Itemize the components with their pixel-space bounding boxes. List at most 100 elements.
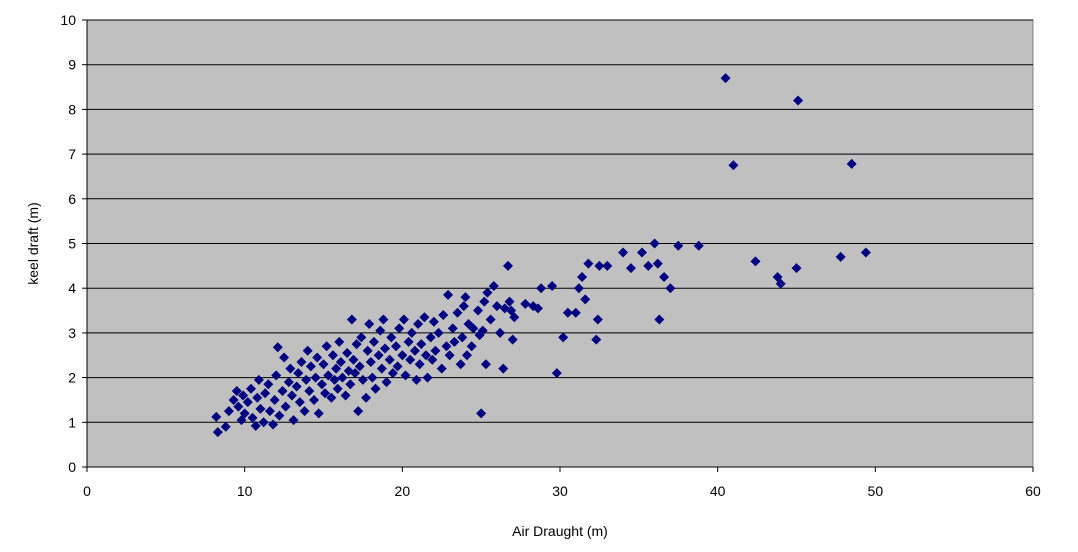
gridlines: [87, 19, 1033, 423]
data-point: [260, 388, 271, 399]
data-point: [312, 352, 323, 363]
data-point: [361, 392, 372, 403]
data-point: [323, 370, 334, 381]
data-point: [558, 332, 569, 343]
data-point: [264, 406, 275, 417]
data-point: [438, 310, 449, 321]
data-point: [296, 356, 307, 367]
data-point: [400, 370, 411, 381]
data-point: [392, 361, 403, 372]
data-point: [387, 368, 398, 379]
data-point: [326, 392, 337, 403]
data-point: [220, 421, 231, 432]
data-point: [348, 354, 359, 365]
data-point: [728, 160, 739, 171]
data-point: [334, 336, 345, 347]
data-point: [577, 272, 588, 283]
data-point: [357, 374, 368, 385]
data-point: [476, 408, 487, 419]
x-tick-label: 50: [868, 483, 884, 499]
y-tick-label: 7: [68, 146, 76, 162]
data-point: [268, 419, 279, 430]
data-point: [416, 339, 427, 350]
data-point: [618, 247, 629, 258]
data-point: [457, 332, 468, 343]
axes: 0 1 2 3 4 5 6 7 8 9 10 0 10 20 30 40 50 60: [60, 12, 1041, 499]
data-point: [536, 283, 547, 294]
data-point: [551, 368, 562, 379]
data-point: [313, 408, 324, 419]
data-point: [391, 341, 402, 352]
data-point: [570, 307, 581, 318]
data-point: [321, 341, 332, 352]
data-point: [409, 345, 420, 356]
data-point: [356, 332, 367, 343]
axis-labels: Air Draught (m) keel draft (m): [25, 202, 608, 539]
y-tick-label: 0: [68, 459, 76, 475]
data-point: [654, 314, 665, 325]
data-point: [293, 368, 304, 379]
data-point: [271, 370, 282, 381]
data-point: [302, 345, 313, 356]
data-point: [304, 386, 315, 397]
data-point: [449, 336, 460, 347]
data-point: [233, 401, 244, 412]
data-point: [506, 305, 517, 316]
data-point: [532, 303, 543, 314]
data-point: [594, 260, 605, 271]
data-point: [340, 390, 351, 401]
data-point: [480, 359, 491, 370]
x-tick-label: 60: [1025, 483, 1041, 499]
data-point: [310, 372, 321, 383]
data-point: [673, 240, 684, 251]
data-point: [636, 247, 647, 258]
data-point: [375, 325, 386, 336]
data-point: [520, 298, 531, 309]
data-point: [378, 314, 389, 325]
data-point: [247, 412, 258, 423]
data-point: [846, 158, 857, 169]
y-tick-label: 10: [60, 12, 76, 28]
data-point: [504, 296, 515, 307]
data-point: [335, 356, 346, 367]
data-point: [436, 363, 447, 374]
data-point: [354, 361, 365, 372]
data-point: [316, 379, 327, 390]
data-point: [485, 314, 496, 325]
data-point: [362, 345, 373, 356]
y-tick-label: 5: [68, 236, 76, 252]
data-point: [245, 383, 256, 394]
data-point: [473, 305, 484, 316]
data-point: [477, 325, 488, 336]
data-point: [414, 359, 425, 370]
data-point: [370, 383, 381, 394]
y-tick-label: 9: [68, 57, 76, 73]
data-point: [405, 354, 416, 365]
data-point: [461, 350, 472, 361]
data-point: [583, 258, 594, 269]
data-point: [398, 314, 409, 325]
data-point: [255, 403, 266, 414]
data-point: [212, 427, 223, 438]
data-point: [263, 379, 274, 390]
data-point: [286, 390, 297, 401]
y-tick-label: 1: [68, 414, 76, 430]
data-point: [294, 397, 305, 408]
data-point: [376, 363, 387, 374]
data-point: [327, 350, 338, 361]
y-tick-label: 8: [68, 101, 76, 117]
data-point: [793, 95, 804, 106]
data-point: [502, 260, 513, 271]
data-point: [455, 359, 466, 370]
data-point: [433, 327, 444, 338]
data-point: [365, 356, 376, 367]
x-axis-title: Air Draught (m): [512, 523, 608, 539]
x-tick-label: 0: [83, 483, 91, 499]
data-point: [332, 383, 343, 394]
data-point: [250, 420, 261, 431]
data-point: [285, 363, 296, 374]
data-point: [625, 263, 636, 274]
data-point: [791, 263, 802, 274]
data-point: [351, 339, 362, 350]
data-point: [329, 374, 340, 385]
